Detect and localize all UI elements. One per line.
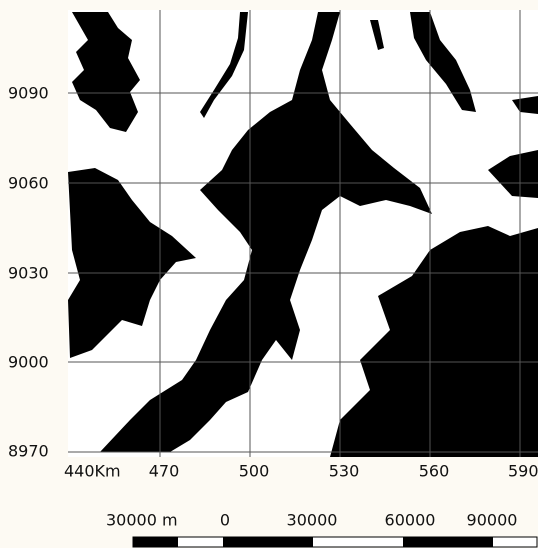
y-label: 9030 <box>8 264 49 283</box>
scale-segment <box>403 537 493 547</box>
x-label: 500 <box>239 462 270 481</box>
scale-segment <box>133 537 178 547</box>
scale-segment <box>223 537 313 547</box>
x-label: 440Km <box>64 462 121 481</box>
x-label: 590 <box>508 462 538 481</box>
x-label: 470 <box>149 462 180 481</box>
x-label: 560 <box>419 462 450 481</box>
x-label: 530 <box>329 462 360 481</box>
scale-bar: 30000 m 0 30000 60000 90000 <box>106 511 537 548</box>
scale-unit-label: 30000 m <box>106 511 178 530</box>
y-label: 9060 <box>8 174 49 193</box>
y-label: 9090 <box>8 84 49 103</box>
y-label: 9000 <box>8 353 49 372</box>
scale-label: 60000 <box>385 511 436 530</box>
scale-label: 0 <box>220 511 230 530</box>
scale-label: 90000 <box>467 511 518 530</box>
scale-label: 30000 <box>287 511 338 530</box>
y-label: 8970 <box>8 442 49 461</box>
map: 9090 9060 9030 9000 8970 440Km 470 500 5… <box>0 0 538 548</box>
